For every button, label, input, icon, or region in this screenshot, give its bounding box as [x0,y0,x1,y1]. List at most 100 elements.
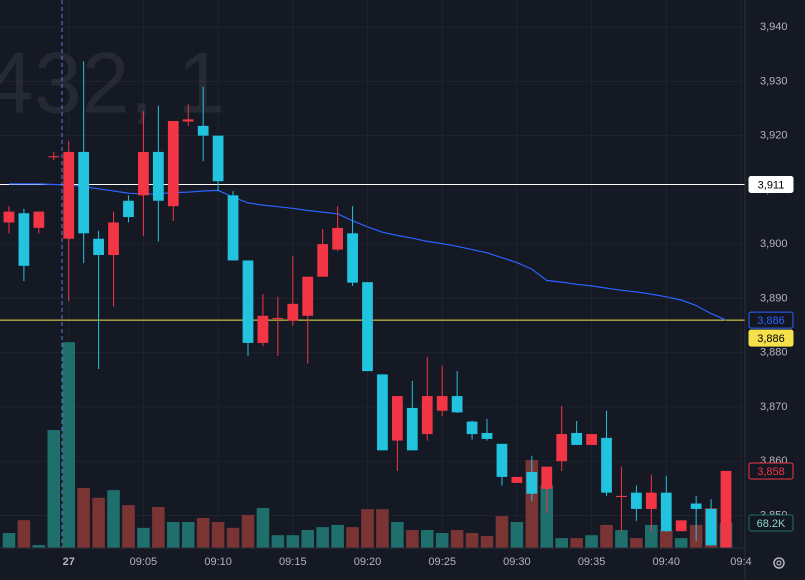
axes: 3,8503,8603,8703,8803,8903,9003,9103,920… [63,21,794,568]
price-label-box [748,311,794,329]
volume-bar [316,527,329,548]
price-label-box [748,329,794,347]
volume-bar [659,530,673,548]
candle-body [511,476,523,483]
candle-body [242,260,254,343]
candle-body [586,434,597,445]
candle-body [48,156,60,158]
candle-body [167,120,179,207]
candle-body [78,151,90,234]
volume-bar [181,521,195,548]
candle-body [227,195,239,261]
price-label: 3,911 [758,179,785,191]
volume-bar [600,524,613,548]
volume-bar [107,490,120,548]
candle-body [302,276,314,316]
candle-body [3,211,15,223]
candle-body [257,315,269,343]
volume-bar [406,530,419,548]
candle-body [108,222,119,256]
candle-body [675,520,687,532]
candle-body [660,492,672,532]
candle-body [571,432,583,445]
candle-body [362,282,373,372]
volume-bar [630,538,643,548]
volume-bar [241,515,255,548]
candle-body [421,396,433,435]
y-tick-label: 3,880 [760,347,788,359]
x-tick-label: 09:40 [653,556,681,568]
x-tick-label: 09:20 [354,556,382,568]
volume-bar [450,530,464,548]
volume-bar [137,527,150,548]
volume-bar [47,430,61,548]
candle-body [645,492,657,509]
volume-bar [645,524,658,548]
candle-body [18,213,30,266]
volume-bar [346,527,359,548]
volume-bar [196,517,210,548]
x-tick-label: 09:15 [279,556,307,568]
candle-body [451,396,463,413]
volume-bar [420,530,434,548]
volume-bar [570,538,583,548]
volume-bar [331,524,344,548]
volume-bar [77,487,90,548]
volume-bar [62,342,75,548]
x-tick-label: 09:25 [428,556,456,568]
candle-body [541,466,553,489]
price-label-box [748,462,794,480]
volume-bar [122,505,135,548]
candle-body [317,244,329,277]
x-tick-label: 09:35 [578,556,606,568]
volume-label: 68.2K [757,518,786,530]
candle-body [466,421,478,435]
price-label: 3,886 [757,315,785,327]
plot [0,61,745,548]
moving-average [9,183,727,321]
volume-bar [391,521,404,548]
volume-bar [286,535,300,548]
volume-label-box [748,514,794,532]
y-tick-label: 3,900 [760,238,788,250]
price-label: 3,858 [757,466,785,478]
x-tick-label: 09:30 [503,556,531,568]
price-label-box [748,175,794,193]
volume-bar [2,532,16,548]
candle-body [212,135,224,182]
volume-bar [510,521,524,548]
watermark: 432, 1 [0,36,225,132]
candle-body [377,374,388,451]
volume-bar [226,527,240,548]
candle-body [152,151,164,201]
candle-body [556,434,568,462]
gear-center[interactable] [776,560,782,566]
x-tick-label: 27 [63,556,75,568]
candle-body [332,227,343,250]
settings-button[interactable] [773,557,785,569]
candle-body [347,233,358,283]
y-tick-label: 3,930 [760,75,788,87]
candle-body [720,470,732,548]
volume-bar [92,497,105,548]
volume-bar [211,521,225,548]
volume-bar [465,532,479,548]
volume-bar [32,545,46,548]
candle-body [705,508,717,546]
volume-bar [540,484,554,548]
candle-body [197,125,209,136]
volume-bar [435,532,449,548]
volume-bar [17,520,31,548]
candle-body [496,443,508,477]
y-tick-label: 3,940 [760,21,788,33]
volume-bar [674,538,688,548]
candle-body [272,317,284,320]
candle-body [601,437,612,493]
gear[interactable] [773,557,785,569]
volume-bar [495,516,509,548]
candle-body [391,396,403,441]
candle-body [526,472,538,494]
